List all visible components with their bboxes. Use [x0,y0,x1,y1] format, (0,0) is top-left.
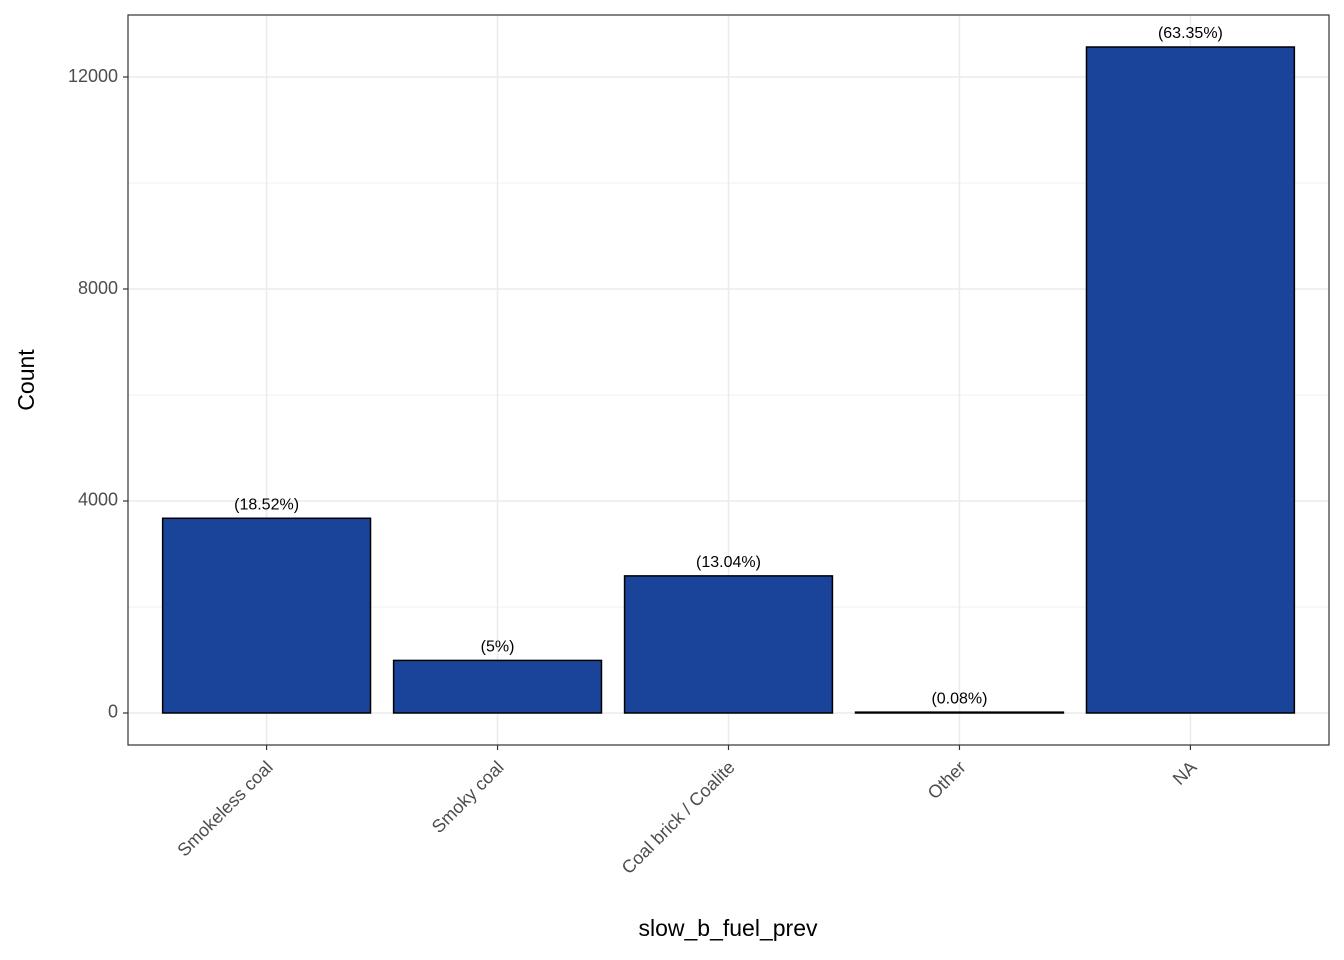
x-tick-label: Coal brick / Coalite [618,757,739,878]
bar-label: (13.04%) [696,554,761,571]
y-tick-label: 4000 [78,490,118,510]
y-axis-title: Count [13,349,39,411]
x-tick-label: Smoky coal [428,757,508,837]
bar [161,517,372,714]
bar-label: (5%) [481,639,515,656]
bar [392,659,603,714]
bar [623,575,834,714]
bar [1085,46,1296,714]
x-axis-title: slow_b_fuel_prev [638,915,818,941]
x-tick-label: NA [1169,757,1201,789]
x-tick-label: Smokeless coal [173,757,276,860]
bar-label: (63.35%) [1158,25,1223,42]
bar-label: (0.08%) [931,690,987,707]
y-tick-label: 0 [108,702,118,722]
x-tick-label: Other [924,757,970,803]
bar-label: (18.52%) [234,496,299,513]
y-tick-label: 12000 [68,66,118,86]
y-tick-label: 8000 [78,278,118,298]
panel-border [127,14,1330,746]
bar [854,711,1065,714]
